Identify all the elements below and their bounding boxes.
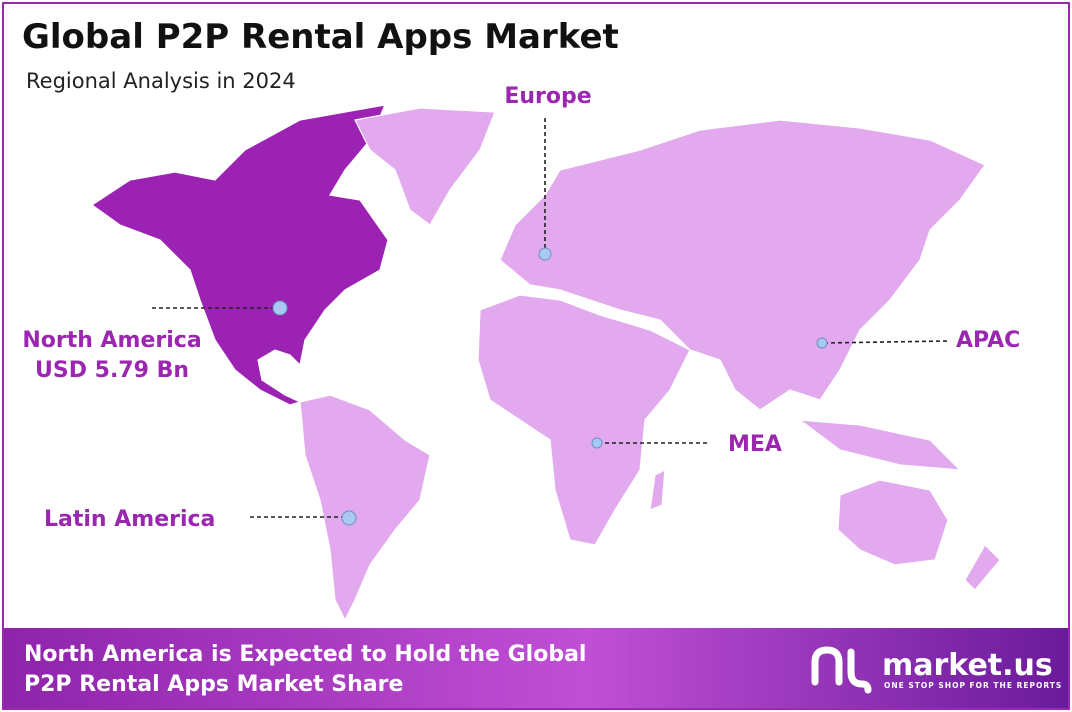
marker [816,337,828,349]
marker [591,437,603,449]
logo-icon [847,648,872,694]
world-map [90,104,1001,622]
title: Global P2P Rental Apps Market [22,17,619,57]
marker [341,510,357,526]
footer-bar [4,628,1068,708]
logo: market.us ONE STOP SHOP FOR THE REPORTS [811,646,1062,694]
greenland [354,107,496,226]
new-zealand [964,544,1001,591]
se-asia [797,419,962,471]
footer-text: P2P Rental Apps Market Share [24,672,403,697]
subtitle: Regional Analysis in 2024 [26,69,296,93]
marker [272,300,288,316]
region-value: USD 5.79 Bn [35,358,189,383]
logo-tagline: ONE STOP SHOP FOR THE REPORTS [884,681,1062,690]
region-markers [152,118,949,526]
region-label: North America [22,328,201,353]
region-label: Latin America [44,507,215,532]
north-america [90,104,389,406]
logo-icon [811,646,843,686]
marker [538,247,552,261]
region-label: MEA [728,432,782,457]
region-label: Europe [504,84,591,109]
africa [477,294,691,546]
australia [837,479,949,566]
logo-name: market.us [882,648,1053,683]
region-label: APAC [956,328,1020,353]
eurasia [499,119,986,411]
footer-text: North America is Expected to Hold the Gl… [24,642,586,667]
madagascar [649,468,666,511]
